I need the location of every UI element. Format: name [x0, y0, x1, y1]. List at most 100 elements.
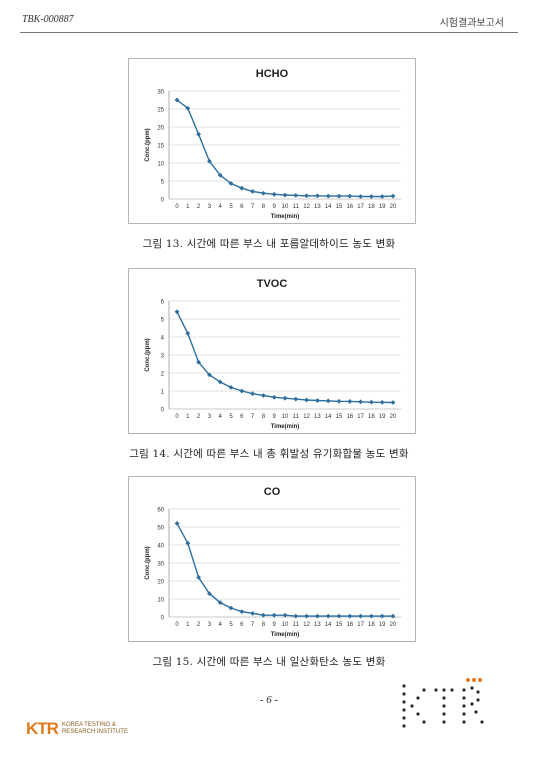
x-tick-label: 9 [273, 204, 277, 210]
x-tick-label: 4 [219, 204, 223, 210]
x-tick-label: 2 [197, 204, 201, 210]
data-point [390, 613, 396, 619]
chart-title: TVOC [257, 278, 288, 290]
x-tick-label: 7 [251, 204, 255, 210]
data-point [239, 185, 245, 191]
data-point [261, 393, 266, 398]
y-tick-label: 10 [157, 162, 164, 168]
y-tick-label: 0 [161, 616, 165, 622]
x-tick-label: 2 [197, 622, 201, 628]
data-point [315, 193, 320, 199]
data-point [185, 540, 191, 546]
data-point [228, 605, 234, 611]
x-tick-label: 9 [273, 622, 277, 628]
x-tick-label: 15 [336, 622, 343, 628]
x-tick-label: 17 [357, 414, 364, 420]
data-point [347, 193, 353, 199]
data-point [196, 131, 201, 137]
data-point [358, 613, 363, 619]
data-point [207, 591, 212, 596]
y-tick-label: 60 [157, 508, 164, 514]
x-tick-label: 16 [346, 414, 353, 420]
x-tick-label: 0 [175, 414, 179, 420]
x-tick-label: 19 [379, 204, 386, 210]
data-point [325, 398, 331, 404]
data-point [336, 398, 342, 404]
x-tick-label: 1 [186, 204, 190, 210]
data-point [207, 158, 212, 164]
x-tick-label: 18 [368, 204, 375, 210]
data-point [293, 193, 299, 198]
data-point [325, 193, 331, 199]
data-point [347, 399, 353, 404]
data-point [196, 575, 201, 580]
x-tick-label: 6 [240, 414, 244, 420]
ktr-logo-mark: KTR [26, 719, 59, 738]
x-tick-label: 13 [314, 204, 321, 210]
data-point [250, 391, 255, 397]
y-tick-label: 4 [161, 336, 165, 342]
y-tick-label: 1 [161, 390, 165, 396]
x-tick-label: 10 [282, 414, 289, 420]
x-tick-label: 10 [282, 204, 289, 210]
data-point [261, 190, 266, 196]
x-tick-label: 12 [303, 204, 310, 210]
x-tick-label: 11 [293, 414, 300, 420]
series-line [176, 523, 393, 617]
data-point [271, 612, 277, 618]
data-point [336, 193, 342, 199]
data-point [336, 613, 342, 619]
x-tick-label: 7 [251, 622, 255, 628]
figure-caption-14: 그림 14. 시간에 따른 부스 내 총 휘발성 유기화합물 농도 변화 [129, 448, 409, 460]
data-point [174, 521, 180, 526]
data-point [304, 613, 309, 619]
page-number: - 6 - [259, 694, 279, 706]
header-divider [20, 32, 518, 33]
data-point [358, 194, 363, 199]
x-tick-label: 3 [208, 204, 212, 210]
x-tick-label: 8 [262, 414, 266, 420]
data-point [379, 194, 385, 199]
y-tick-label: 50 [157, 526, 164, 532]
ktr-footer-logo: KTR KOREA TESTING & RESEARCH INSTITUTE [26, 718, 128, 740]
data-point [239, 609, 245, 614]
x-tick-label: 5 [229, 204, 233, 210]
data-point [369, 613, 374, 619]
series-line [176, 99, 394, 198]
x-tick-label: 15 [336, 414, 343, 420]
y-tick-label: 5 [161, 180, 165, 186]
data-point [228, 181, 234, 186]
x-tick-label: 5 [229, 414, 233, 420]
x-tick-label: 0 [175, 204, 179, 210]
x-tick-label: 4 [219, 622, 223, 628]
data-point [196, 359, 201, 365]
x-tick-label: 3 [208, 622, 212, 628]
x-tick-label: 20 [390, 204, 397, 210]
y-tick-label: 40 [157, 544, 164, 550]
x-tick-label: 1 [186, 414, 190, 420]
data-point [358, 399, 363, 405]
x-axis-label: Time(min) [271, 424, 300, 430]
x-tick-label: 19 [379, 414, 386, 420]
chart-title: HCHO [256, 68, 289, 80]
data-point [282, 192, 288, 198]
x-tick-label: 14 [325, 414, 332, 420]
x-tick-label: 2 [197, 414, 201, 420]
data-point [271, 191, 277, 197]
x-tick-label: 14 [325, 622, 332, 628]
y-axis-label: Conc.(ppm) [145, 128, 151, 161]
x-tick-label: 19 [379, 622, 386, 628]
data-point [369, 194, 374, 199]
x-tick-label: 20 [390, 622, 397, 628]
x-tick-label: 7 [251, 414, 255, 420]
data-point [207, 372, 212, 378]
doc-id: TBK-000887 [22, 14, 74, 25]
x-tick-label: 20 [390, 414, 397, 420]
data-point [282, 395, 288, 401]
data-point [250, 189, 255, 194]
figure-caption-13: 그림 13. 시간에 따른 부스 내 포름알데하이드 농도 변화 [142, 238, 396, 250]
data-point [379, 399, 385, 405]
data-point [390, 400, 396, 405]
